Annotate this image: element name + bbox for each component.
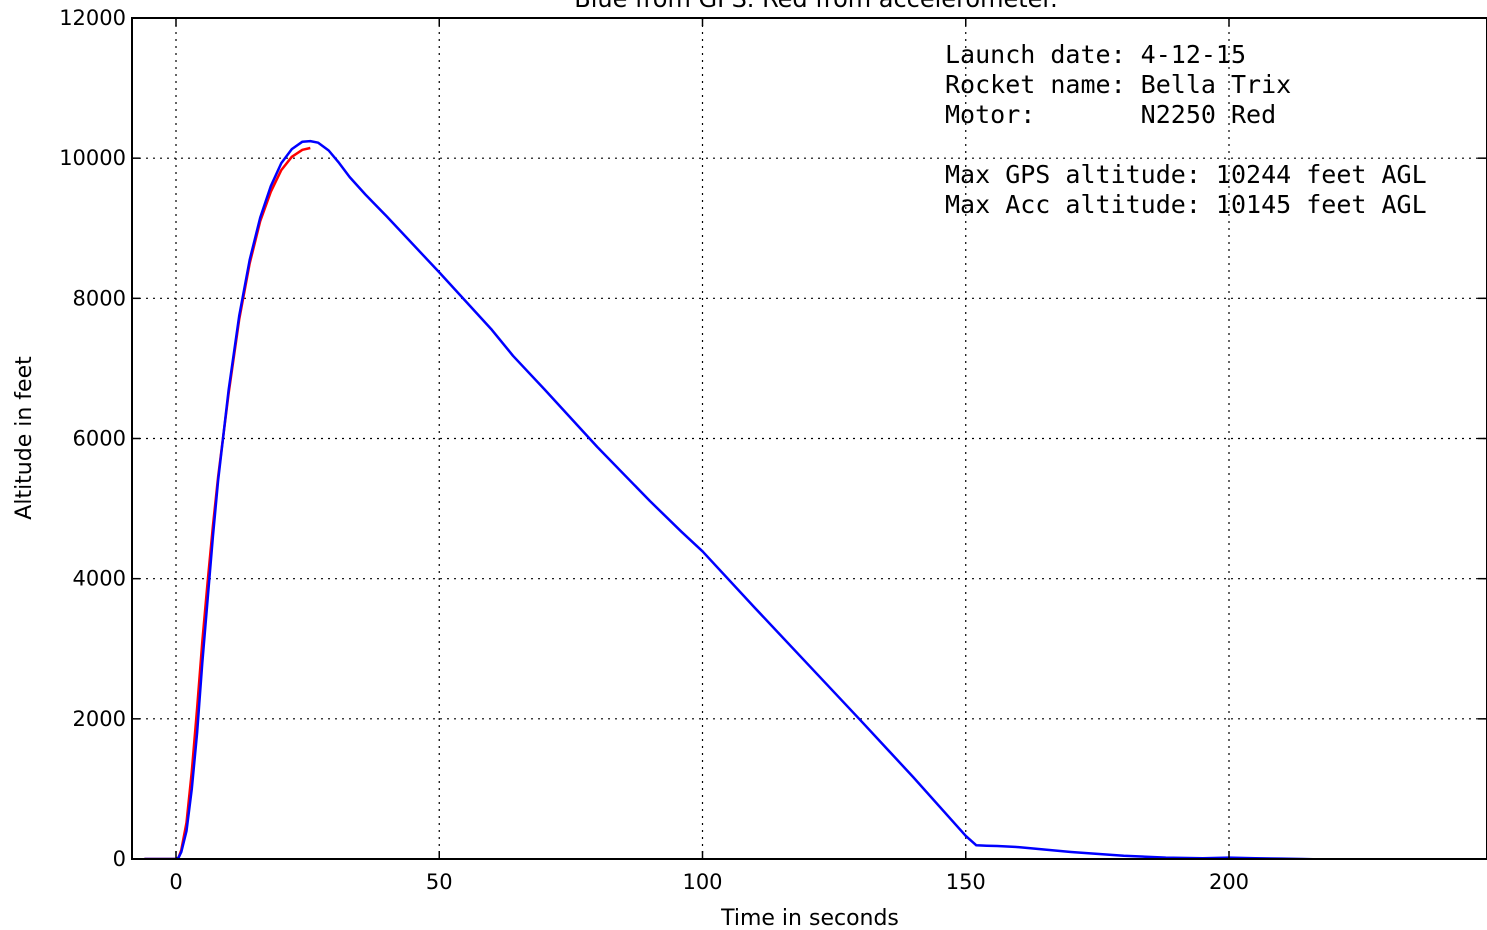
x-tick-label: 100 <box>682 870 722 894</box>
chart-title: Blue from GPS. Red from accelerometer. <box>574 0 1057 13</box>
y-tick-label: 0 <box>113 847 126 871</box>
annotation-line: Launch date: 4-12-15 <box>945 40 1246 69</box>
x-tick-label: 200 <box>1209 870 1249 894</box>
x-tick-label: 150 <box>946 870 986 894</box>
series-layer <box>144 139 1482 859</box>
y-tick-label: 6000 <box>73 427 126 451</box>
y-tick-label: 2000 <box>73 707 126 731</box>
y-tick-label: 12000 <box>59 6 126 30</box>
annotation-line: Motor: N2250 Red <box>945 100 1276 129</box>
x-tick-label: 50 <box>426 870 453 894</box>
gps-altitude-line <box>144 139 1482 859</box>
annotation-line: Rocket name: Bella Trix <box>945 70 1291 99</box>
y-tick-label: 4000 <box>73 567 126 591</box>
y-tick-label: 8000 <box>73 286 126 310</box>
x-tick-label: 0 <box>169 870 182 894</box>
y-tick-label: 10000 <box>59 146 126 170</box>
y-axis-label: Altitude in feet <box>12 356 37 520</box>
x-axis-label: Time in seconds <box>720 906 899 930</box>
annotation-line: Max Acc altitude: 10145 feet AGL <box>945 190 1427 219</box>
annotation-line: Max GPS altitude: 10244 feet AGL <box>945 160 1427 189</box>
